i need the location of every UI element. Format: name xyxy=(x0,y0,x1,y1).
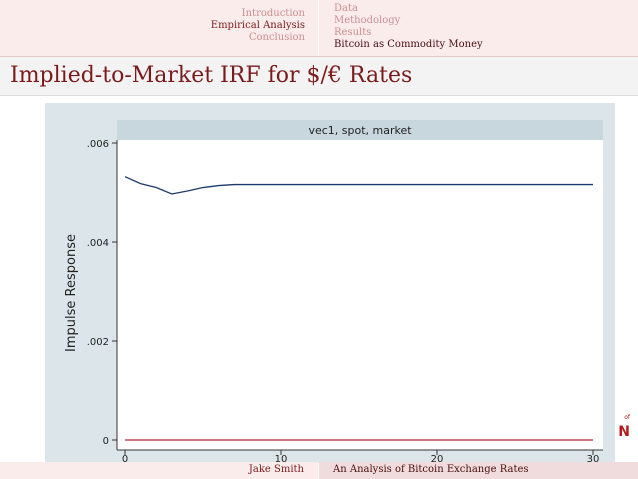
irf-chart-area: vec1, spot, market Impulse Response 0 .00… xyxy=(45,103,615,465)
section-nav: Introduction Empirical Analysis Conclusi… xyxy=(211,8,305,44)
x-tick-label: 30 xyxy=(587,454,600,463)
chart-panel-title: vec1, spot, market xyxy=(308,124,412,137)
irf-chart: vec1, spot, market Impulse Response 0 .00… xyxy=(64,120,603,465)
footer: Jake Smith An Analysis of Bitcoin Exchan… xyxy=(0,462,638,479)
footer-right: An Analysis of Bitcoin Exchange Rates xyxy=(319,462,638,479)
nav-section-conclusion[interactable]: Conclusion xyxy=(248,32,305,43)
nav-section-introduction[interactable]: Introduction xyxy=(241,8,305,19)
footer-author: Jake Smith xyxy=(248,464,304,475)
y-axis-label: Impulse Response xyxy=(64,234,79,352)
nav-section-empirical-analysis[interactable]: Empirical Analysis xyxy=(210,20,305,31)
nav-subsection-commodity-money[interactable]: Bitcoin as Commodity Money xyxy=(334,39,483,50)
x-tick-label: 20 xyxy=(431,454,444,463)
logo-fragment: N xyxy=(618,424,630,440)
y-tick-label: .004 xyxy=(87,238,109,249)
nav-subsection-data[interactable]: Data xyxy=(334,3,358,14)
y-axis-ticks: 0 .002 .004 .006 xyxy=(87,139,117,447)
subsection-nav: Data Methodology Results Bitcoin as Comm… xyxy=(334,3,483,51)
navigation-bar: Introduction Empirical Analysis Conclusi… xyxy=(0,0,638,57)
nav-subsection-results[interactable]: Results xyxy=(334,27,372,38)
chart-panel-header xyxy=(117,120,603,140)
nav-divider xyxy=(318,0,319,56)
slide-title: Implied-to-Market IRF for $/€ Rates xyxy=(10,63,413,88)
logo-fragment-small: of xyxy=(624,414,630,421)
footer-title: An Analysis of Bitcoin Exchange Rates xyxy=(333,464,529,475)
y-tick-label: .002 xyxy=(87,337,109,348)
plot-background xyxy=(117,140,603,450)
x-tick-label: 10 xyxy=(275,454,288,463)
footer-left: Jake Smith xyxy=(0,462,318,479)
y-tick-label: .006 xyxy=(87,139,109,150)
x-tick-label: 0 xyxy=(122,454,128,463)
series-layer xyxy=(124,176,593,441)
nav-subsection-methodology[interactable]: Methodology xyxy=(334,15,401,26)
irf-series-line xyxy=(124,176,593,195)
title-bar: Implied-to-Market IRF for $/€ Rates xyxy=(0,57,638,96)
x-axis-ticks: 0 10 20 30 xyxy=(122,450,600,465)
y-tick-label: 0 xyxy=(103,436,109,447)
